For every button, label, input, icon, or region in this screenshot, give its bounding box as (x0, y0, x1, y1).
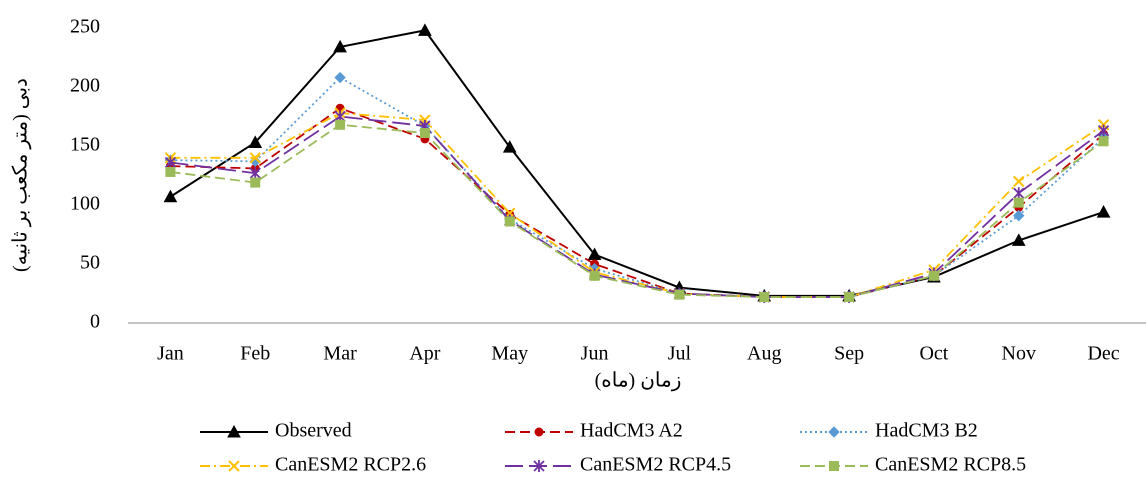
y-tick-label: 50 (80, 252, 100, 274)
y-axis-label: دبی (متر مکعب بر ثانیه) (10, 78, 32, 272)
series-line (170, 76, 1105, 298)
data-point (419, 128, 430, 139)
y-tick-label: 250 (70, 16, 100, 38)
data-point (1098, 136, 1109, 147)
data-point (250, 177, 261, 188)
x-tick-label: Nov (1002, 343, 1036, 365)
x-tick-label: Jan (157, 343, 184, 365)
legend-label: CanESM2 RCP8.5 (875, 454, 1026, 476)
legend-marker (227, 424, 241, 438)
x-tick-label: Mar (323, 343, 357, 365)
y-tick-label: 200 (70, 75, 100, 97)
legend-marker (534, 427, 544, 437)
legend-marker (829, 461, 839, 471)
legend-label: HadCM3 B2 (875, 420, 978, 442)
y-tick-label: 150 (70, 134, 100, 156)
data-point (163, 189, 178, 203)
x-axis-label: زمان (ماه) (595, 370, 682, 392)
data-point (1011, 233, 1026, 246)
legend-label: CanESM2 RCP2.6 (275, 454, 426, 476)
series-line (169, 29, 1104, 297)
data-point (759, 292, 770, 303)
x-tick-label: Dec (1087, 343, 1119, 365)
legend-marker (228, 460, 240, 472)
data-point (334, 71, 346, 84)
data-point (249, 167, 261, 180)
data-point (333, 39, 347, 53)
data-point (249, 155, 261, 168)
data-point (928, 270, 939, 281)
data-point (1013, 175, 1025, 188)
data-point (165, 166, 176, 177)
x-tick-label: Oct (919, 343, 948, 365)
x-tick-label: Sep (834, 343, 864, 365)
data-point (164, 156, 177, 169)
x-tick-label: Apr (409, 343, 440, 365)
series-line (170, 115, 1105, 298)
data-point (1097, 124, 1110, 137)
legend-label: HadCM3 A2 (580, 420, 683, 442)
data-point (1013, 209, 1025, 222)
data-point (248, 135, 263, 148)
data-point (335, 119, 346, 130)
x-tick-label: Aug (747, 343, 781, 365)
legend-label: CanESM2 RCP4.5 (580, 454, 731, 476)
y-tick-label: 100 (70, 193, 100, 215)
legend-marker (533, 460, 545, 472)
data-point (418, 23, 432, 36)
legend-marker (828, 426, 840, 438)
x-tick-label: May (491, 343, 528, 365)
series-line (170, 112, 1105, 298)
data-point (504, 216, 515, 227)
series-line (170, 123, 1105, 298)
y-tick-label: 0 (90, 311, 100, 333)
data-point (1013, 187, 1025, 200)
data-point (502, 140, 517, 153)
data-point (1096, 205, 1111, 218)
data-point (249, 152, 261, 164)
x-tick-label: Jun (581, 343, 609, 365)
data-point (1013, 197, 1024, 208)
data-point (589, 270, 600, 281)
legend-label: Observed (275, 420, 352, 442)
data-point (674, 289, 685, 300)
x-tick-label: Jul (668, 343, 692, 365)
x-tick-label: Feb (240, 343, 270, 365)
data-point (844, 292, 855, 303)
